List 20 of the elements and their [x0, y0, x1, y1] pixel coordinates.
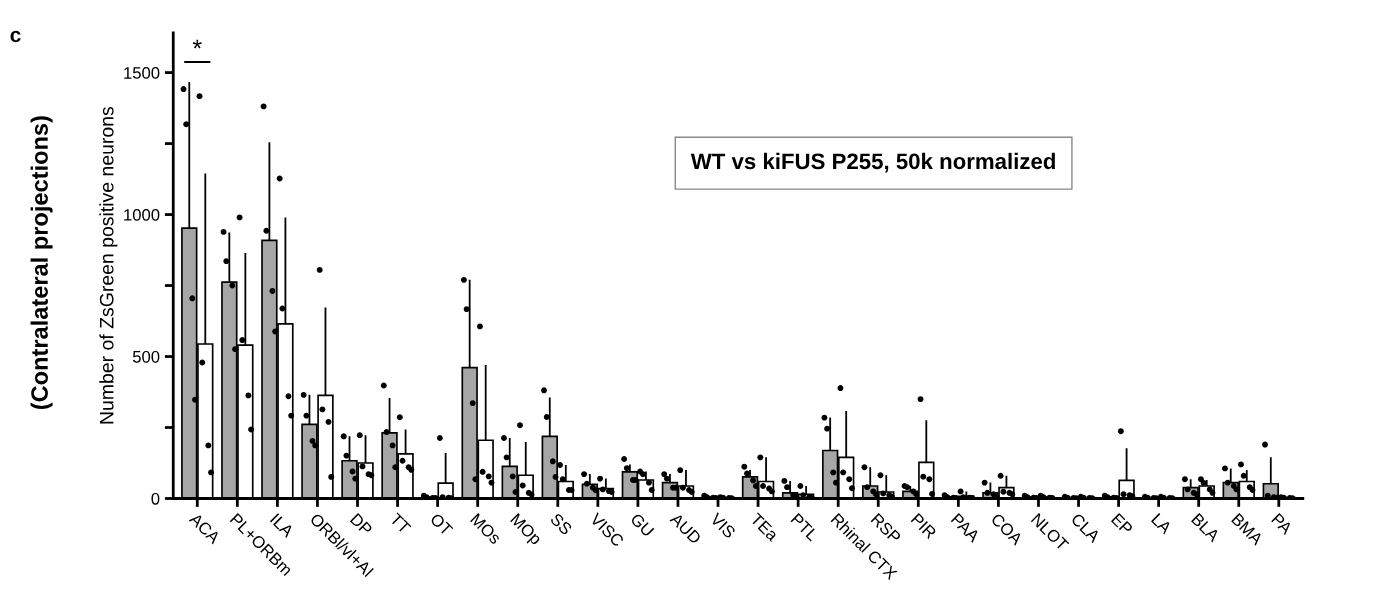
x-tick-label: GU: [629, 512, 655, 538]
y-tick-label: 500: [132, 350, 160, 363]
x-tick-label: TT: [389, 512, 412, 535]
x-tick-label: AUD: [669, 512, 702, 545]
text: c: [10, 30, 21, 43]
x-tick-label: VIS: [709, 512, 737, 539]
y-axis-title: Number of ZsGreen positive neurons: [99, 106, 118, 424]
x-tick-label: PIR: [910, 513, 937, 540]
y-tick-label: 1000: [124, 208, 160, 221]
annotation: WT vs kiFUS P255, 50k normalized: [690, 152, 1055, 173]
text: (Contralateral projections): [30, 116, 53, 410]
x-tick-label: PA: [1271, 513, 1294, 536]
x-tick-label: LA: [1151, 513, 1173, 535]
x-tick-label: EP: [1111, 513, 1134, 536]
annotation: *: [192, 39, 202, 49]
x-tick-label: RSP: [870, 512, 902, 544]
y-tick-label: 0: [151, 492, 160, 505]
x-tick-label: SS: [549, 512, 573, 536]
y-tick-label: 1500: [124, 66, 160, 79]
x-tick-label: OT: [429, 512, 454, 537]
